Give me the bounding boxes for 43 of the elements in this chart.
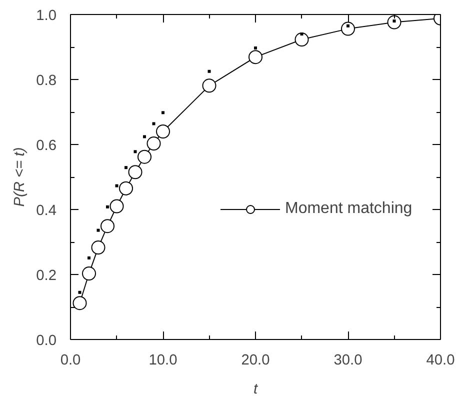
point — [202, 78, 216, 93]
y-tick-label: 0.2 — [36, 268, 56, 284]
point — [152, 122, 156, 126]
y-tick-label: 1.0 — [36, 8, 56, 24]
y-axis-title: P(R <= t) — [12, 147, 28, 207]
y-tick-label: 0.4 — [36, 203, 56, 219]
point — [162, 111, 164, 114]
legend-label: Moment matching — [285, 200, 412, 218]
point — [96, 228, 100, 232]
point — [143, 135, 146, 138]
point — [254, 46, 257, 50]
point — [294, 32, 309, 47]
point — [138, 150, 152, 164]
point — [78, 290, 82, 294]
point — [346, 24, 350, 28]
point — [134, 150, 137, 154]
point — [100, 219, 114, 234]
point — [208, 70, 211, 73]
point — [82, 266, 96, 281]
point — [128, 165, 142, 180]
point — [72, 296, 87, 310]
x-axis-title: t — [253, 382, 258, 398]
point — [124, 166, 128, 170]
y-tick-label: 0.6 — [36, 138, 56, 154]
x-tick-label: 40.0 — [426, 352, 455, 368]
x-tick-label: 10.0 — [148, 352, 178, 368]
point — [91, 240, 106, 255]
point — [392, 20, 396, 22]
point — [248, 50, 262, 64]
x-tick-label: 0.0 — [60, 352, 81, 368]
y-tick-label: 0.0 — [36, 333, 56, 349]
point — [115, 184, 118, 188]
point — [156, 124, 170, 138]
point — [341, 22, 355, 36]
point — [110, 199, 124, 214]
x-tick-label: 30.0 — [334, 352, 362, 368]
point — [88, 256, 90, 260]
point — [146, 136, 161, 151]
point — [119, 181, 133, 196]
x-tick-label: 20.0 — [241, 352, 270, 368]
point — [106, 205, 109, 208]
point — [387, 15, 402, 30]
y-tick-label: 0.8 — [36, 73, 56, 89]
